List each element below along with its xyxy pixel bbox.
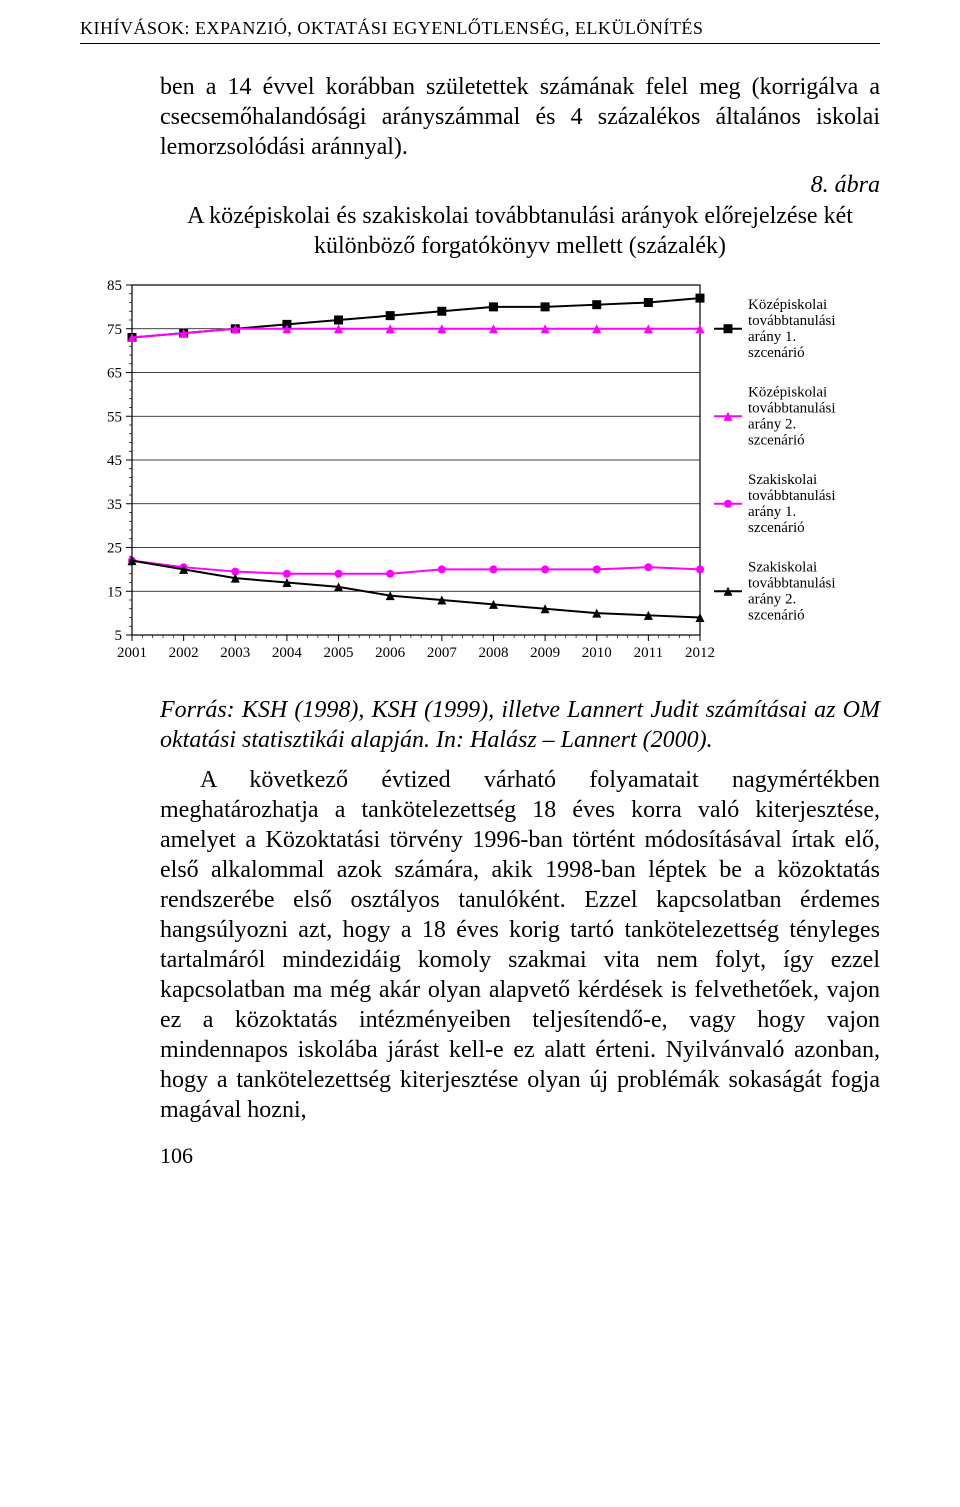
running-header: KIHÍVÁSOK: EXPANZIÓ, OKTATÁSI EGYENLŐTLE… (80, 18, 880, 39)
svg-text:85: 85 (107, 278, 122, 294)
svg-text:2007: 2007 (427, 645, 458, 661)
header-rule (80, 43, 880, 44)
svg-text:szcenárió: szcenárió (748, 607, 805, 623)
svg-text:szcenárió: szcenárió (748, 520, 805, 536)
svg-text:2011: 2011 (634, 645, 663, 661)
svg-text:2010: 2010 (582, 645, 612, 661)
svg-text:2005: 2005 (324, 645, 354, 661)
svg-text:45: 45 (107, 453, 122, 469)
svg-text:65: 65 (107, 366, 122, 382)
paragraph-2: A következő évtized várható folyamatait … (160, 765, 880, 1125)
chart-container: 5 15 25 35 45 55 65 75 85 2001 2002 2003 2004 2005 200… (80, 275, 880, 675)
line-chart: 5 15 25 35 45 55 65 75 85 2001 2002 2003 2004 2005 200… (80, 275, 880, 675)
svg-text:továbbtanulási: továbbtanulási (748, 313, 835, 329)
svg-text:2008: 2008 (478, 645, 508, 661)
svg-text:Szakiskolai: Szakiskolai (748, 472, 817, 488)
figure-source: Forrás: KSH (1998), KSH (1999), illetve … (160, 695, 880, 755)
svg-text:Középiskolai: Középiskolai (748, 297, 827, 313)
svg-text:továbbtanulási: továbbtanulási (748, 400, 835, 416)
svg-text:Középiskolai: Középiskolai (748, 384, 827, 400)
svg-text:2006: 2006 (375, 645, 406, 661)
svg-text:szcenárió: szcenárió (748, 345, 805, 361)
svg-text:arány 2.: arány 2. (748, 591, 796, 607)
svg-text:75: 75 (107, 322, 122, 338)
svg-text:55: 55 (107, 409, 122, 425)
figure-caption: 8. ábra (160, 172, 880, 199)
svg-text:2002: 2002 (169, 645, 199, 661)
svg-text:25: 25 (107, 541, 122, 557)
svg-text:arány 1.: arány 1. (748, 329, 796, 345)
svg-text:2012: 2012 (685, 645, 715, 661)
paragraph-1: ben a 14 évvel korábban születettek szám… (160, 72, 880, 162)
svg-text:5: 5 (115, 628, 123, 644)
svg-text:2001: 2001 (117, 645, 147, 661)
svg-text:továbbtanulási: továbbtanulási (748, 575, 835, 591)
page-number: 106 (160, 1143, 880, 1169)
svg-text:2004: 2004 (272, 645, 303, 661)
svg-text:továbbtanulási: továbbtanulási (748, 488, 835, 504)
svg-text:szcenárió: szcenárió (748, 432, 805, 448)
page: KIHÍVÁSOK: EXPANZIÓ, OKTATÁSI EGYENLŐTLE… (0, 0, 960, 1199)
svg-text:15: 15 (107, 584, 122, 600)
svg-text:arány 1.: arány 1. (748, 504, 796, 520)
svg-text:Szakiskolai: Szakiskolai (748, 559, 817, 575)
svg-text:2003: 2003 (220, 645, 250, 661)
svg-text:2009: 2009 (530, 645, 560, 661)
svg-text:35: 35 (107, 497, 122, 513)
svg-text:arány 2.: arány 2. (748, 416, 796, 432)
figure-subtitle: A középiskolai és szakiskolai továbbtanu… (160, 201, 880, 261)
